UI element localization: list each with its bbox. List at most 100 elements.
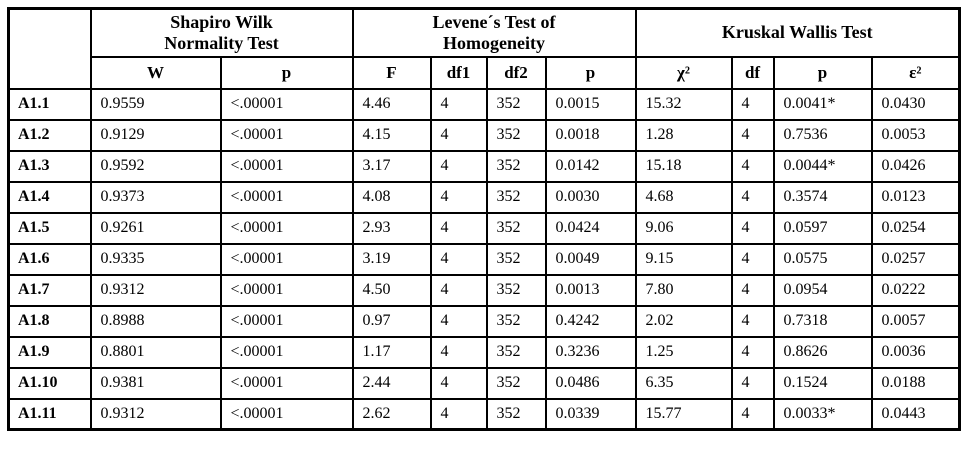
table-cell: 2.93 — [351, 211, 432, 245]
table-cell: 0.0030 — [544, 180, 637, 214]
table-cell: 4 — [429, 242, 488, 276]
table-cell: <.00001 — [219, 335, 354, 369]
table-cell: 0.8988 — [89, 304, 222, 338]
table-cell: 0.0041* — [772, 87, 873, 121]
table-cell: <.00001 — [219, 87, 354, 121]
table-cell: 352 — [485, 335, 547, 369]
table-cell: 0.8626 — [772, 335, 873, 369]
table-cell: 0.9335 — [89, 242, 222, 276]
table-cell: 15.77 — [634, 397, 733, 431]
row-label: A1.9 — [7, 335, 92, 369]
table-row: A1.3 0.9592 <.00001 3.17 4 352 0.0142 15.18 4 0.0… — [7, 149, 961, 183]
table-cell: 15.18 — [634, 149, 733, 183]
table-cell: 4 — [429, 335, 488, 369]
table-cell: 4 — [730, 273, 775, 307]
table-cell: 15.32 — [634, 87, 733, 121]
table-cell: 2.02 — [634, 304, 733, 338]
group-header-row: Shapiro Wilk Normality Test Levene´s Tes… — [7, 7, 961, 90]
table-cell: 3.17 — [351, 149, 432, 183]
table-cell: 9.06 — [634, 211, 733, 245]
table-cell: 352 — [485, 273, 547, 307]
table-cell: 4 — [730, 180, 775, 214]
table-cell: 0.9312 — [89, 397, 222, 431]
table-cell: 0.0257 — [870, 242, 961, 276]
table-cell: 6.35 — [634, 366, 733, 400]
table-cell: 0.9312 — [89, 273, 222, 307]
row-label: A1.6 — [7, 242, 92, 276]
row-label: A1.5 — [7, 211, 92, 245]
row-label: A1.7 — [7, 273, 92, 307]
row-label: A1.11 — [7, 397, 92, 431]
table-cell: 0.0049 — [544, 242, 637, 276]
table-row: A1.5 0.9261 <.00001 2.93 4 352 0.0424 9.06 4 0.05… — [7, 211, 961, 245]
table-cell: 0.9559 — [89, 87, 222, 121]
table-cell: 4 — [429, 118, 488, 152]
table-cell: 4 — [730, 335, 775, 369]
table-cell: 0.0426 — [870, 149, 961, 183]
table-cell: 4.08 — [351, 180, 432, 214]
table-cell: 0.0015 — [544, 87, 637, 121]
table-row: A1.7 0.9312 <.00001 4.50 4 352 0.0013 7.80 4 0.09… — [7, 273, 961, 307]
table-cell: 0.97 — [351, 304, 432, 338]
table-cell: 4 — [429, 180, 488, 214]
table-cell: 4 — [429, 273, 488, 307]
row-label: A1.4 — [7, 180, 92, 214]
table-cell: 1.17 — [351, 335, 432, 369]
table-cell: 4 — [429, 397, 488, 431]
table-row: A1.10 0.9381 <.00001 2.44 4 352 0.0486 6.35 4 0.1… — [7, 366, 961, 400]
table-cell: 352 — [485, 211, 547, 245]
table-cell: 0.7536 — [772, 118, 873, 152]
table-cell: 1.25 — [634, 335, 733, 369]
col-header-w: W — [89, 55, 222, 90]
table-cell: 352 — [485, 304, 547, 338]
table-cell: 4 — [429, 366, 488, 400]
table-cell: <.00001 — [219, 273, 354, 307]
table-cell: 0.9381 — [89, 366, 222, 400]
column-header-row: W p F df1 df2 p χ² df p ε² — [9, 55, 961, 90]
col-header-df: df — [730, 55, 775, 90]
col-header-chi-squared: χ² — [634, 55, 733, 90]
table-cell: 2.62 — [351, 397, 432, 431]
table-cell: 0.3574 — [772, 180, 873, 214]
table-cell: 7.80 — [634, 273, 733, 307]
corner-cell — [7, 7, 92, 90]
table-cell: 0.0486 — [544, 366, 637, 400]
table-cell: 9.15 — [634, 242, 733, 276]
row-label: A1.3 — [7, 149, 92, 183]
table-row: A1.11 0.9312 <.00001 2.62 4 352 0.0339 15.77 4 0.… — [7, 397, 961, 431]
table-cell: 0.0044* — [772, 149, 873, 183]
table-cell: 0.0954 — [772, 273, 873, 307]
table-row: A1.1 0.9559 <.00001 4.46 4 352 0.0015 15.32 4 0.0… — [7, 87, 961, 121]
table-cell: 4 — [730, 149, 775, 183]
table-cell: 0.9129 — [89, 118, 222, 152]
statistical-tests-table: Shapiro Wilk Normality Test Levene´s Tes… — [7, 7, 962, 431]
col-header-shapiro-p: p — [219, 55, 354, 90]
table-cell: 0.0254 — [870, 211, 961, 245]
table-cell: 4 — [730, 397, 775, 431]
table-cell: 4 — [429, 149, 488, 183]
table-cell: 0.0057 — [870, 304, 961, 338]
col-header-levene-p: p — [544, 55, 637, 90]
table-cell: 4 — [730, 366, 775, 400]
table-cell: <.00001 — [219, 366, 354, 400]
table-cell: 4 — [730, 304, 775, 338]
table-body: A1.1 0.9559 <.00001 4.46 4 352 0.0015 15.32 4 0.0… — [7, 87, 961, 431]
table-cell: 0.9261 — [89, 211, 222, 245]
row-label: A1.1 — [7, 87, 92, 121]
table-cell: 4.50 — [351, 273, 432, 307]
table-row: A1.8 0.8988 <.00001 0.97 4 352 0.4242 2.02 4 0.73… — [7, 304, 961, 338]
table-cell: 0.4242 — [544, 304, 637, 338]
table-cell: 4 — [730, 242, 775, 276]
table-cell: 4 — [429, 87, 488, 121]
table-cell: 352 — [485, 242, 547, 276]
table-cell: 0.0222 — [870, 273, 961, 307]
table-row: A1.2 0.9129 <.00001 4.15 4 352 0.0018 1.28 4 0.75… — [7, 118, 961, 152]
table-cell: 0.8801 — [89, 335, 222, 369]
col-header-epsilon-squared: ε² — [870, 55, 961, 90]
table-cell: 0.0424 — [544, 211, 637, 245]
table-cell: 0.9373 — [89, 180, 222, 214]
table-cell: 4 — [730, 87, 775, 121]
table-cell: 352 — [485, 118, 547, 152]
table-cell: 3.19 — [351, 242, 432, 276]
